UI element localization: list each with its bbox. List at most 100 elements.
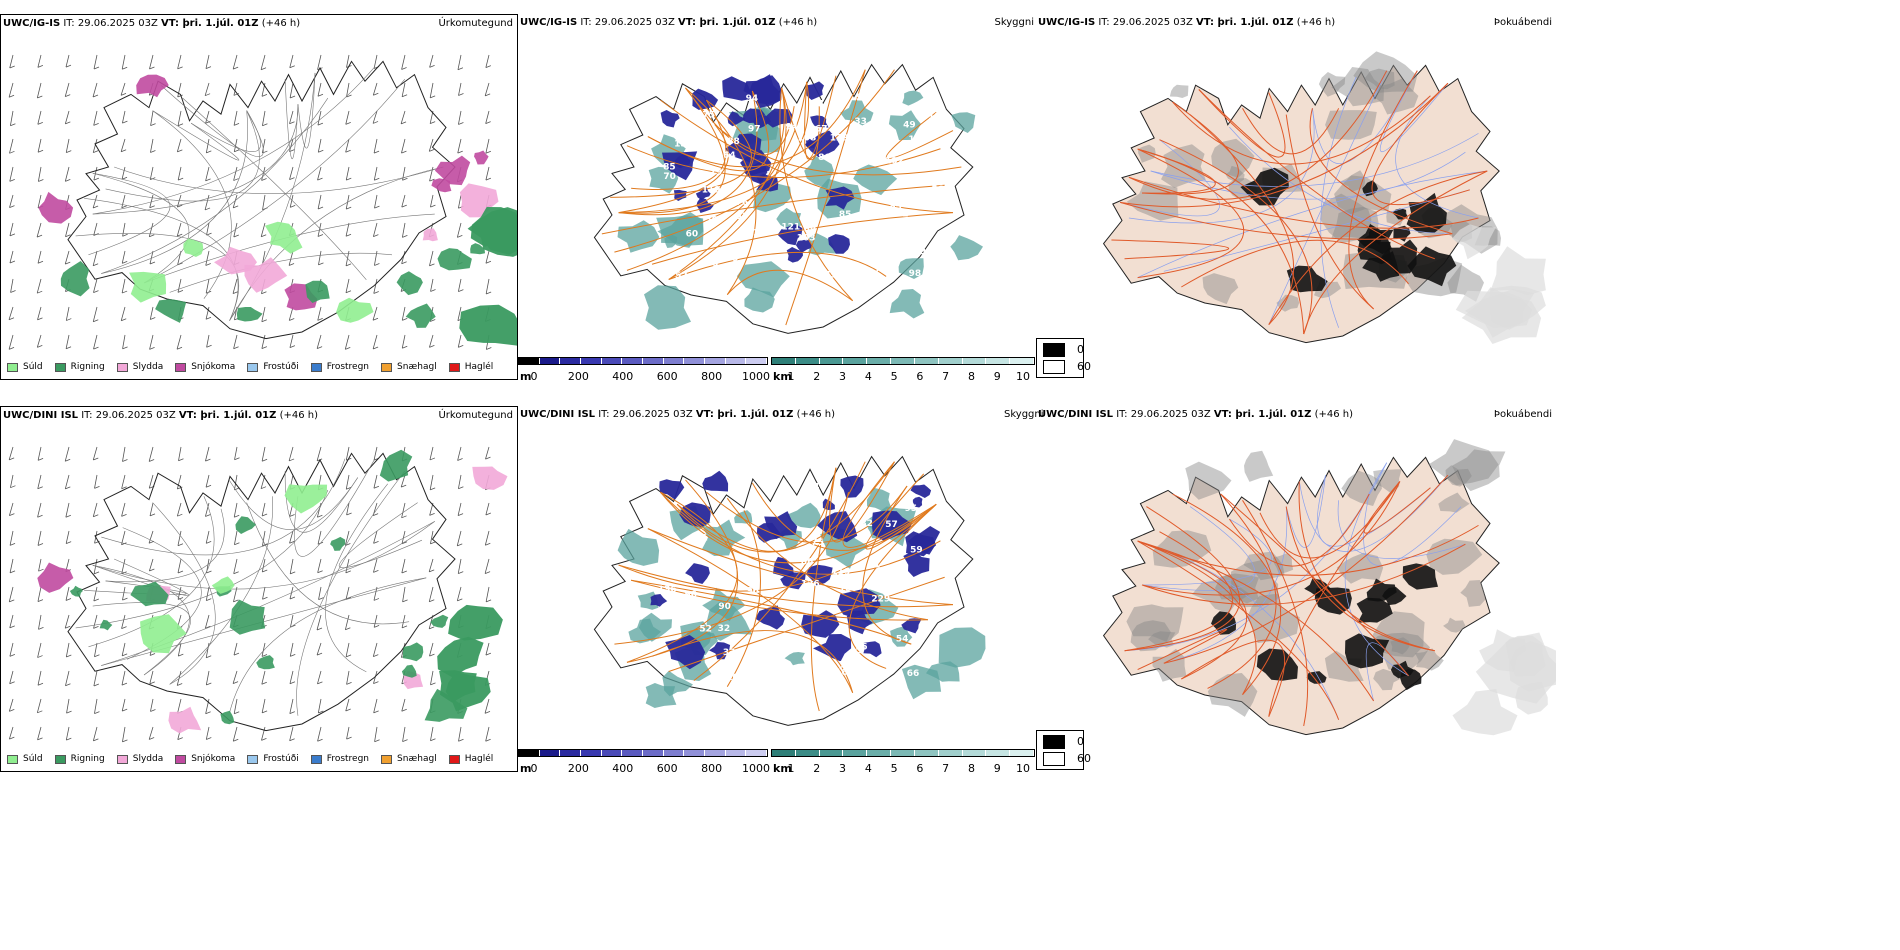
cloudbase-value-label: 102 (885, 156, 904, 166)
colorbar-segment (938, 358, 963, 364)
road-network (1111, 70, 1488, 335)
cloudbase-value-label: 86 (818, 153, 831, 163)
precip-area (405, 303, 436, 328)
cloudbase-value-label: 67 (815, 124, 828, 134)
precip-area (211, 576, 235, 594)
legend-item: Haglél (448, 754, 493, 764)
low-cloud-area (903, 550, 930, 577)
cloudbase-value-label: 78 (706, 259, 719, 269)
cloudbase-value-label: 119 (702, 185, 721, 195)
fog-index-area (1202, 273, 1239, 305)
cloudbase-value-label: 82 (889, 205, 902, 215)
colorbar-unit: km (773, 762, 792, 772)
fog-index-area (1228, 560, 1279, 608)
colorbar-segment (772, 358, 796, 364)
cloudbase-value-label: 97 (748, 125, 761, 135)
fog-index-area (1353, 51, 1418, 93)
precip-area (422, 228, 438, 242)
colorbar-tick-label: 2 (813, 762, 821, 772)
colorbar-tick-label: 4 (864, 762, 872, 772)
colorbar-tick-label: 0 (530, 762, 538, 772)
low-cloud-area (659, 479, 685, 500)
low-visibility-area (898, 258, 924, 279)
legend-item: Snjókoma (175, 754, 235, 764)
low-cloud-area (840, 475, 864, 498)
cloudbase-value-label: 59 (856, 93, 869, 103)
cloudbase-value-label: 121 (781, 222, 800, 232)
low-visibility-area (628, 618, 661, 644)
precip-area (214, 246, 257, 275)
fog-index-area (1320, 193, 1372, 244)
panel-parameter-name: Skyggni (994, 17, 1034, 28)
cloudbase-value-label: 126 (801, 580, 820, 590)
legend-swatch (54, 754, 66, 764)
panel-parameter-name: Þokuábendi (1493, 409, 1552, 420)
colorbar-strip (771, 357, 1035, 365)
legend-label: Snæhagl (397, 362, 437, 372)
cloudbase-value-label: 54 (896, 635, 909, 645)
colorbar-segment (560, 358, 582, 364)
precip-area (430, 614, 449, 628)
cloudbase-value-label: 97 (812, 100, 825, 110)
fog-index-area (1336, 552, 1384, 584)
legend-swatch (54, 362, 66, 372)
low-cloud-area (828, 234, 850, 254)
colorbar-segment (962, 750, 987, 756)
low-cloud-area (665, 635, 706, 670)
precip-area (265, 221, 303, 254)
panel-title: UWC/IG-IS IT: 29.06.2025 03Z VT: þri. 1.… (3, 18, 301, 29)
fog-index-area (1207, 673, 1258, 717)
legend-item: Súld (7, 754, 43, 764)
cloudbase-value-label: 79 (726, 254, 739, 264)
precip-area (470, 243, 485, 255)
fog-index-area (1169, 84, 1189, 98)
cloudbase-colorbar: m 0 200 400 600 800 1000 (518, 357, 770, 380)
low-cloud-area (722, 76, 753, 101)
cloudbase-value-label: 95 (905, 504, 918, 514)
panel-title: UWC/DINI ISL IT: 29.06.2025 03Z VT: þri.… (3, 410, 318, 421)
legend-item: Rigning (54, 362, 105, 372)
colorbar-tick-label: 1000 (742, 370, 770, 380)
colorbar-tick-label: 5 (890, 370, 898, 380)
fog-legend-label: 60 (1077, 360, 1091, 373)
fog-index-area (1286, 265, 1328, 293)
colorbar-tick-label: 7 (942, 762, 950, 772)
colorbar-segment (795, 358, 820, 364)
colorbar-tick-label: 800 (701, 370, 723, 380)
fog-index-area (1475, 632, 1556, 704)
fog-legend-swatch (1043, 343, 1065, 357)
fog-index-area (1452, 689, 1518, 736)
cloudbase-value-label: 59 (706, 216, 719, 226)
colorbar-segment (891, 358, 915, 364)
cloudbase-value-label: 58 (664, 662, 677, 672)
cloudbase-value-label: 36 (814, 669, 827, 679)
legend-swatch (116, 754, 128, 764)
colorbar-segment (867, 358, 892, 364)
road-network (75, 458, 435, 716)
panel-parameter-name: Þokuábendi (1493, 17, 1552, 28)
fog-legend-label: 60 (1077, 752, 1091, 765)
colorbar-segment (684, 358, 706, 364)
fog-index-area (1243, 551, 1285, 581)
precip-area (474, 150, 489, 165)
colorbar-segment (1010, 358, 1034, 364)
fog-map-top (1102, 51, 1546, 344)
low-cloud-area (743, 74, 780, 105)
precip-area (396, 271, 423, 296)
cloudbase-value-label: 108 (798, 134, 817, 144)
legend-item: Súld (7, 362, 43, 372)
fog-index-area (1339, 170, 1366, 192)
fog-index-area (1161, 144, 1206, 188)
fog-index-area (1445, 465, 1472, 487)
fog-index-area (1460, 580, 1486, 607)
fog-legend-label: 0 (1077, 343, 1084, 356)
low-visibility-area (951, 112, 976, 133)
colorbar-segment (867, 750, 892, 756)
panel-parameter-name: Úrkomutegund (438, 18, 513, 29)
cloudbase-value-label: 90 (718, 602, 731, 612)
colorbar-segment (601, 750, 623, 756)
legend-item: Snjókoma (175, 362, 235, 372)
fog-index-area (1451, 224, 1496, 260)
colorbar-tick-label: 7 (942, 370, 950, 380)
road-network (1120, 70, 1488, 328)
